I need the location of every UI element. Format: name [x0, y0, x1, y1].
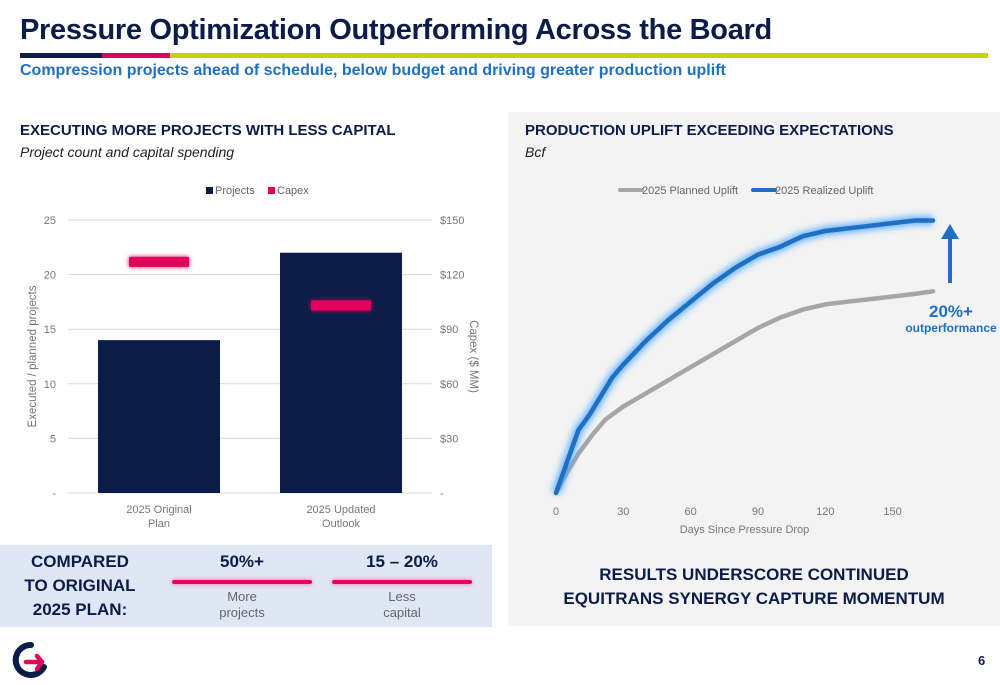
y-tick-label: 25: [44, 215, 56, 227]
legend-label-planned: 2025 Planned Uplift: [642, 185, 738, 197]
left-section-heading: EXECUTING MORE PROJECTS WITH LESS CAPITA…: [20, 122, 396, 139]
title-underline-navy: [20, 53, 102, 58]
category-label: Outlook: [322, 518, 360, 530]
x-tick-label: 90: [752, 506, 764, 518]
results-statement-line: EQUITRANS SYNERGY CAPTURE MOMENTUM: [563, 589, 945, 608]
metric-projects-desc: More: [227, 589, 257, 604]
y-tick-label: 10: [44, 379, 56, 391]
right-section-subheading: Bcf: [525, 144, 546, 160]
comparison-label-line: COMPARED: [31, 552, 129, 571]
metric-capital-desc: capital: [383, 605, 421, 620]
y2-tick-label: -: [440, 488, 444, 500]
bar-projects: [280, 252, 402, 493]
metric-projects-desc: projects: [219, 605, 265, 620]
series-line-realized: [553, 218, 936, 496]
y2-tick-label: $60: [440, 379, 458, 391]
results-statement-line: RESULTS UNDERSCORE CONTINUED: [599, 565, 909, 584]
right-panel-background: [508, 112, 1000, 626]
y-tick-label: 20: [44, 270, 56, 282]
bar-chart-labels: - 5 10 15 20 25 - $30 $60 $90 $120 $150 2025 Origina…: [27, 185, 479, 530]
up-arrow-head-icon: [941, 224, 959, 239]
y2-tick-label: $150: [440, 215, 464, 227]
series-line-planned: [553, 289, 936, 496]
page-title: Pressure Optimization Outperforming Acro…: [20, 14, 772, 46]
bar-projects: [98, 340, 220, 493]
x-tick-label: 150: [883, 506, 901, 518]
comparison-box: [0, 545, 492, 627]
x-axis-title: Days Since Pressure Drop: [680, 524, 810, 536]
y2-tick-label: $120: [440, 270, 464, 282]
metric-capital-value: 15 – 20%: [366, 552, 438, 571]
legend-label-capex: Capex: [277, 185, 309, 197]
y2-axis-title: Capex ($ MM): [467, 320, 479, 393]
comparison-label-line: TO ORIGINAL: [24, 576, 136, 595]
right-section-heading: PRODUCTION UPLIFT EXCEEDING EXPECTATIONS: [525, 122, 894, 139]
y-tick-label: 15: [44, 324, 56, 336]
line-chart: 0 30 60 90 120 150 Days Since Pressure Drop 202…: [551, 185, 997, 536]
page-subtitle: Compression projects ahead of schedule, …: [20, 62, 726, 79]
bar-chart-marks: [98, 187, 402, 493]
bar-chart: - 5 10 15 20 25 - $30 $60 $90 $120 $150 2025 Origina…: [27, 185, 479, 530]
metric-capital-desc: Less: [388, 589, 416, 604]
line-chart-marks: [551, 188, 959, 496]
page-number: 6: [978, 653, 986, 668]
x-tick-label: 120: [816, 506, 834, 518]
legend-label-projects: Projects: [215, 185, 255, 197]
left-section-subheading: Project count and capital spending: [20, 144, 235, 160]
metric-projects-value: 50%+: [220, 552, 264, 571]
category-label: 2025 Updated: [306, 504, 375, 516]
x-tick-label: 0: [553, 506, 559, 518]
capex-marker: [311, 300, 371, 311]
line-chart-labels: 0 30 60 90 120 150 Days Since Pressure Drop 202…: [553, 185, 997, 536]
annotation-text: outperformance: [905, 321, 997, 335]
legend-swatch-capex: [268, 187, 275, 194]
title-underline-pink: [102, 53, 170, 58]
comparison-label-line: 2025 PLAN:: [32, 600, 128, 619]
y-axis-title: Executed / planned projects: [27, 285, 39, 427]
annotation-value: 20%+: [929, 302, 973, 321]
company-logo-icon: [12, 641, 47, 678]
y-tick-label: 5: [50, 433, 56, 445]
legend-label-realized: 2025 Realized Uplift: [775, 185, 873, 197]
y-tick-label: -: [52, 488, 56, 500]
y2-tick-label: $30: [440, 433, 458, 445]
y2-tick-label: $90: [440, 324, 458, 336]
title-underline-lime: [170, 53, 988, 58]
capex-marker: [129, 256, 189, 267]
metric-capital-divider: [332, 580, 472, 584]
category-label: Plan: [148, 518, 170, 530]
category-label: 2025 Original: [126, 504, 191, 516]
legend-swatch-projects: [206, 187, 213, 194]
metric-projects-divider: [172, 580, 312, 584]
x-tick-label: 30: [617, 506, 629, 518]
x-tick-label: 60: [685, 506, 697, 518]
